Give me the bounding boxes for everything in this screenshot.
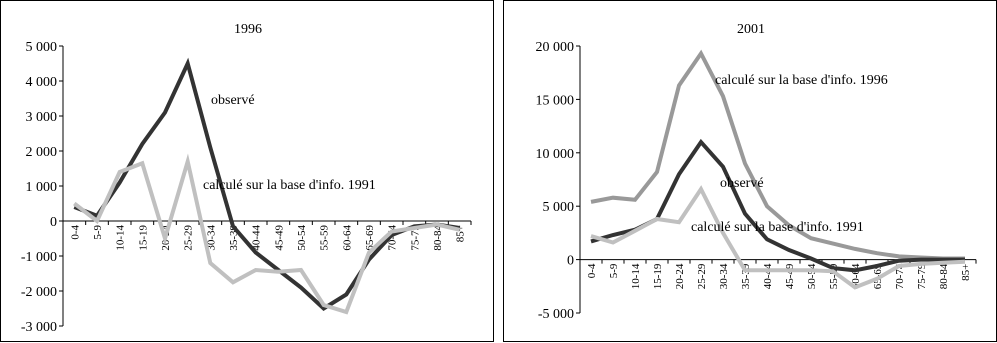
chart-title: 2001 [737, 22, 765, 37]
x-tick-label: 15-19 [652, 263, 664, 289]
series-label: observé [720, 176, 764, 191]
series-line-0 [73, 57, 461, 312]
chart-2001-svg: 2001 20 000 15 000 10 000 5 000 0 -5 000 0-4 5-9… [536, 22, 977, 322]
y-tick-label: -2 000 [21, 285, 57, 300]
x-tick-label: 50-54 [296, 225, 308, 251]
y-tick-label: 1 000 [26, 180, 58, 195]
series-line-0 [590, 49, 965, 261]
y-tick-label: 4 000 [26, 75, 58, 90]
x-tick-label: 15-19 [137, 225, 149, 251]
y-tick-label: 2 000 [26, 145, 58, 160]
x-tick-label: 20-24 [674, 263, 686, 289]
y-tick-label: 10 000 [536, 147, 575, 162]
series-line-1 [73, 153, 461, 315]
x-tick-label: 45-49 [784, 263, 796, 289]
x-tick-label: 65-69 [364, 225, 376, 251]
x-tick-label: 0-4 [69, 225, 81, 240]
x-tick-label: 60-64 [341, 225, 353, 251]
y-tick-label: 15 000 [536, 93, 575, 108]
x-tick-label: 10-14 [630, 263, 642, 289]
y-tick-label: 5 000 [26, 40, 58, 55]
x-tick-label: 70-74 [894, 263, 906, 289]
x-tick-label: 55-59 [319, 225, 331, 251]
series-line-2 [590, 185, 966, 290]
y-tick-label: 20 000 [536, 40, 575, 55]
x-tick-label: 30-34 [718, 263, 730, 289]
y-tick-label: -5 000 [538, 307, 574, 322]
series-label: observé [211, 93, 255, 108]
y-tick-label: 0 [50, 215, 57, 230]
y-tick-label: -3 000 [21, 320, 57, 335]
chart-panel-2001: 2001 20 000 15 000 10 000 5 000 0 -5 000 0-4 5-9… [503, 0, 997, 342]
x-tick-label: 75-79 [916, 263, 928, 289]
series-label: calculé sur la base d'info. 1991 [691, 220, 864, 235]
x-tick-label: 80-84 [938, 263, 950, 289]
chart-title: 1996 [234, 22, 262, 37]
x-tick-label: 45-49 [273, 225, 285, 251]
x-tick-label: 50-54 [806, 263, 818, 289]
chart-panel-1996: 1996 5 000 4 000 3 000 2 000 1 000 0 -1 000 -2 0… [0, 0, 494, 342]
y-tick-label: -1 000 [21, 250, 57, 265]
x-tick-label: 85+ [960, 264, 972, 281]
x-tick-label: 5-9 [608, 263, 620, 278]
x-tick-label: 10-14 [115, 225, 127, 251]
x-tick-label: 40-44 [251, 225, 263, 251]
x-tick-label: 5-9 [92, 225, 104, 240]
x-tick-label: 80-84 [432, 225, 444, 251]
y-tick-label: 5 000 [543, 200, 575, 215]
y-tick-label: 3 000 [26, 110, 58, 125]
series-label: calculé sur la base d'info. 1991 [203, 178, 376, 193]
x-tick-label: 75-79 [409, 225, 421, 251]
y-tick-label: 0 [567, 254, 574, 269]
chart-1996-svg: 1996 5 000 4 000 3 000 2 000 1 000 0 -1 000 -2 0… [21, 22, 472, 335]
x-tick-label: 25-29 [183, 225, 195, 251]
x-tick-label: 0-4 [586, 263, 598, 278]
x-tick-label: 30-34 [205, 225, 217, 251]
series-label: calculé sur la base d'info. 1996 [715, 73, 888, 88]
series-line-1 [590, 138, 965, 273]
x-tick-label: 40-44 [762, 263, 774, 289]
x-tick-label: 25-29 [696, 263, 708, 289]
